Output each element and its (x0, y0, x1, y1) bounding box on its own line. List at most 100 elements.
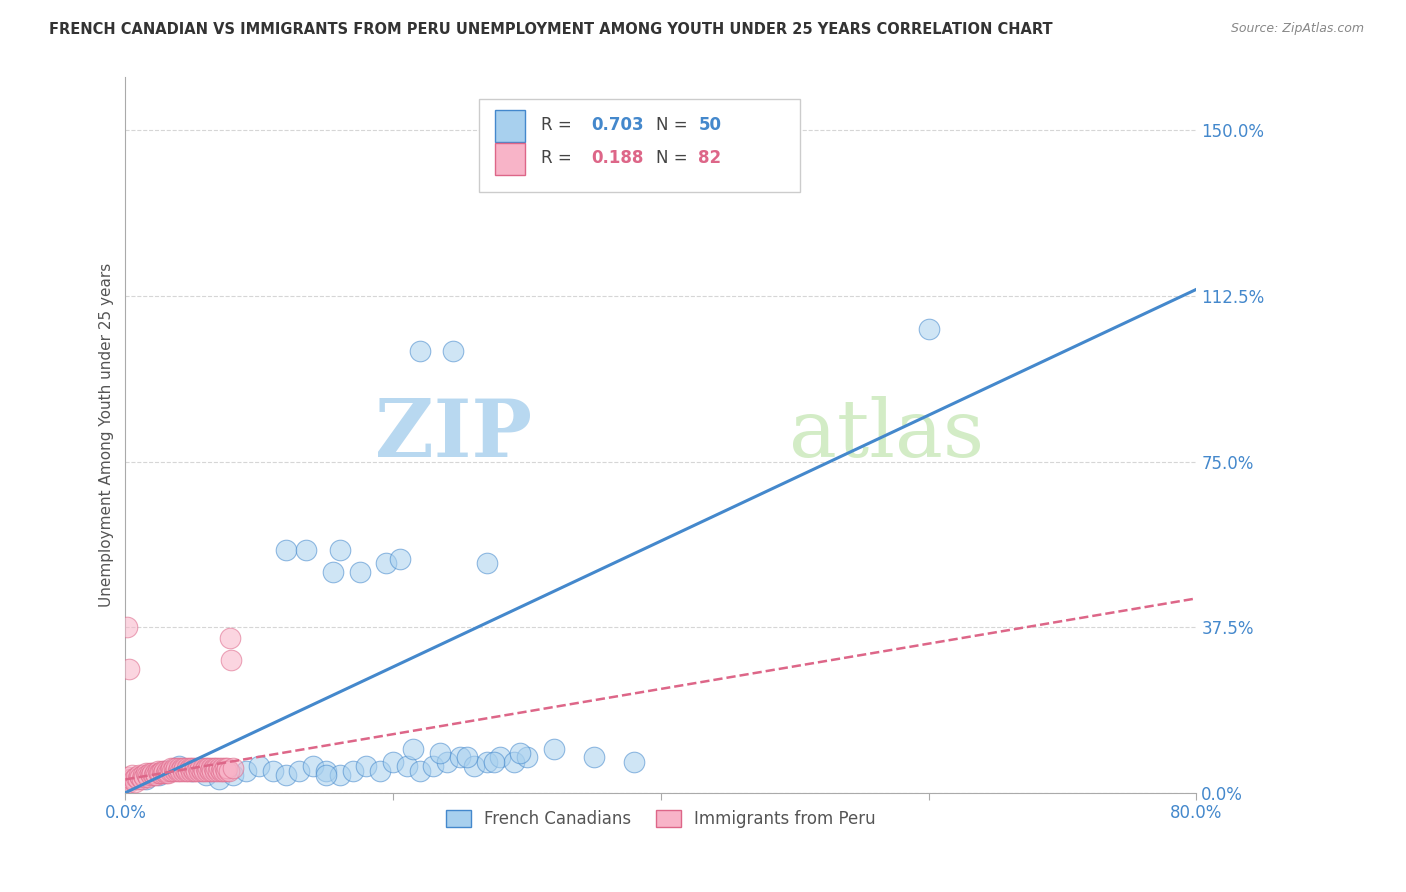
Point (120, 772, 142, 787)
Point (181, 764, 204, 778)
Point (342, 764, 364, 778)
Point (134, 770, 156, 784)
Point (128, 768, 150, 782)
Point (173, 761, 195, 775)
Text: N =: N = (655, 149, 692, 168)
Point (170, 761, 193, 775)
Point (157, 765, 180, 780)
Point (262, 764, 284, 778)
Point (118, 662, 141, 676)
Point (155, 765, 177, 780)
Point (172, 764, 194, 778)
Point (209, 764, 232, 778)
Point (181, 761, 204, 775)
Point (288, 764, 311, 778)
Point (482, 755, 505, 769)
Point (315, 768, 337, 782)
Point (436, 755, 458, 769)
Point (163, 764, 186, 778)
Point (143, 765, 166, 780)
Point (582, 750, 605, 764)
Text: 50: 50 (699, 116, 721, 134)
Point (187, 761, 209, 775)
Point (214, 761, 236, 775)
Point (148, 765, 170, 780)
Legend: French Canadians, Immigrants from Peru: French Canadians, Immigrants from Peru (439, 803, 883, 834)
Point (165, 761, 187, 775)
Text: ZIP: ZIP (375, 396, 533, 474)
Point (212, 764, 235, 778)
Text: Source: ZipAtlas.com: Source: ZipAtlas.com (1230, 22, 1364, 36)
Point (375, 556, 398, 570)
Point (122, 772, 145, 787)
Point (395, 759, 418, 773)
Text: R =: R = (541, 149, 576, 168)
Bar (495, 144, 524, 176)
Point (186, 764, 208, 778)
Point (191, 761, 214, 775)
Point (153, 764, 176, 778)
Point (207, 764, 229, 778)
Point (489, 750, 512, 764)
Point (409, 764, 432, 778)
Point (193, 764, 215, 778)
Point (211, 761, 233, 775)
Point (194, 768, 217, 782)
Point (156, 764, 179, 778)
Point (217, 761, 239, 775)
Point (429, 746, 451, 760)
Point (219, 631, 242, 645)
Point (183, 764, 205, 778)
Point (180, 764, 202, 778)
Point (155, 764, 177, 778)
Point (131, 772, 153, 787)
Point (917, 322, 939, 336)
Point (136, 770, 159, 784)
Point (463, 759, 485, 773)
Point (208, 772, 231, 787)
Point (149, 765, 172, 780)
Point (191, 764, 214, 778)
Point (221, 761, 243, 775)
Point (176, 761, 198, 775)
Point (235, 764, 257, 778)
Point (218, 764, 240, 778)
Point (368, 764, 391, 778)
Point (179, 761, 201, 775)
Point (475, 556, 498, 570)
Point (502, 755, 524, 769)
Point (623, 755, 645, 769)
Point (127, 772, 149, 787)
Point (118, 774, 141, 789)
Point (274, 768, 297, 782)
Point (124, 774, 146, 789)
Point (516, 750, 538, 764)
Point (449, 750, 471, 764)
Point (543, 741, 565, 756)
Point (356, 759, 378, 773)
Point (409, 344, 432, 359)
Point (322, 565, 344, 579)
Point (169, 764, 191, 778)
Point (198, 764, 221, 778)
Y-axis label: Unemployment Among Youth under 25 years: Unemployment Among Youth under 25 years (100, 263, 114, 607)
Point (208, 761, 231, 775)
Point (163, 761, 186, 775)
Point (141, 765, 163, 780)
Text: atlas: atlas (789, 396, 984, 474)
Point (201, 764, 224, 778)
Point (402, 741, 425, 756)
Point (221, 768, 243, 782)
Point (150, 764, 173, 778)
Point (138, 765, 160, 780)
Point (315, 764, 337, 778)
Point (302, 759, 325, 773)
Point (132, 768, 155, 782)
Point (329, 768, 352, 782)
Point (274, 542, 297, 557)
Point (188, 764, 211, 778)
Point (194, 761, 217, 775)
Point (117, 770, 139, 784)
Point (295, 542, 318, 557)
Point (388, 551, 411, 566)
